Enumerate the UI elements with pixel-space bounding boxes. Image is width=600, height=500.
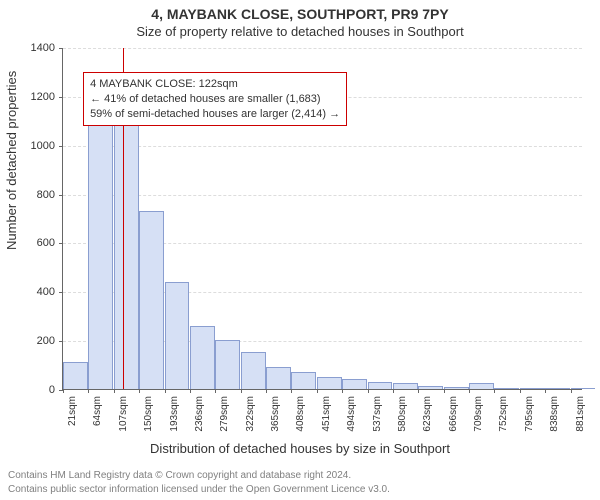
footer-attribution: Contains HM Land Registry data © Crown c… [8, 469, 390, 496]
histogram-bar [571, 388, 596, 389]
xtick-mark [266, 389, 267, 393]
xtick-mark [241, 389, 242, 393]
xtick-mark [545, 389, 546, 393]
annotation-line: 59% of semi-detached houses are larger (… [90, 107, 340, 122]
xtick-label: 580sqm [397, 396, 408, 440]
histogram-bar [241, 352, 266, 389]
ytick-label: 1200 [15, 91, 55, 103]
ytick-label: 600 [15, 237, 55, 249]
histogram-bar [266, 367, 291, 389]
xtick-label: 881sqm [575, 396, 586, 440]
xtick-mark [317, 389, 318, 393]
xtick-label: 537sqm [372, 396, 383, 440]
xtick-label: 752sqm [498, 396, 509, 440]
histogram-bar [520, 388, 545, 389]
xtick-label: 408sqm [295, 396, 306, 440]
xtick-mark [215, 389, 216, 393]
xtick-label: 322sqm [245, 396, 256, 440]
xtick-mark [114, 389, 115, 393]
histogram-bar [190, 326, 215, 390]
ytick-label: 400 [15, 286, 55, 298]
footer-line-1: Contains HM Land Registry data © Crown c… [8, 469, 390, 483]
xtick-mark [520, 389, 521, 393]
ytick-mark [59, 341, 63, 342]
histogram-bar [444, 387, 469, 389]
xtick-label: 64sqm [92, 396, 103, 440]
xtick-mark [368, 389, 369, 393]
ytick-mark [59, 195, 63, 196]
gridline [63, 48, 582, 49]
histogram-bar [165, 282, 190, 389]
histogram-bar [88, 106, 113, 389]
histogram-bar [368, 382, 393, 389]
histogram-bar [63, 362, 88, 389]
xtick-label: 279sqm [219, 396, 230, 440]
histogram-bar [215, 340, 240, 389]
ytick-label: 800 [15, 189, 55, 201]
histogram-bar [469, 383, 494, 389]
histogram-bar [291, 372, 316, 389]
xtick-label: 150sqm [143, 396, 154, 440]
xtick-label: 838sqm [549, 396, 560, 440]
ytick-mark [59, 97, 63, 98]
xtick-label: 107sqm [118, 396, 129, 440]
xtick-mark [444, 389, 445, 393]
xtick-mark [469, 389, 470, 393]
ytick-mark [59, 146, 63, 147]
histogram-bar [545, 388, 570, 389]
ytick-mark [59, 243, 63, 244]
footer-line-2: Contains public sector information licen… [8, 483, 390, 497]
xtick-mark [418, 389, 419, 393]
xtick-label: 795sqm [524, 396, 535, 440]
ytick-label: 1400 [15, 42, 55, 54]
xtick-label: 709sqm [473, 396, 484, 440]
xtick-label: 21sqm [67, 396, 78, 440]
histogram-bar [418, 386, 443, 389]
xtick-mark [190, 389, 191, 393]
xtick-mark [63, 389, 64, 393]
histogram-bar [139, 211, 164, 389]
chart-subtitle: Size of property relative to detached ho… [0, 24, 600, 39]
ytick-mark [59, 292, 63, 293]
annotation-box: 4 MAYBANK CLOSE: 122sqm← 41% of detached… [83, 72, 347, 127]
xtick-mark [342, 389, 343, 393]
histogram-bar [342, 379, 367, 389]
x-axis-label: Distribution of detached houses by size … [0, 441, 600, 456]
histogram-bar [114, 106, 139, 389]
xtick-mark [291, 389, 292, 393]
xtick-label: 494sqm [346, 396, 357, 440]
histogram-bar [494, 388, 519, 389]
ytick-mark [59, 48, 63, 49]
xtick-label: 623sqm [422, 396, 433, 440]
xtick-label: 365sqm [270, 396, 281, 440]
xtick-label: 451sqm [321, 396, 332, 440]
annotation-line: 4 MAYBANK CLOSE: 122sqm [90, 77, 340, 92]
xtick-mark [88, 389, 89, 393]
xtick-mark [494, 389, 495, 393]
xtick-label: 193sqm [169, 396, 180, 440]
annotation-line: ← 41% of detached houses are smaller (1,… [90, 92, 340, 107]
chart-container: 4, MAYBANK CLOSE, SOUTHPORT, PR9 7PY Siz… [0, 0, 600, 500]
ytick-label: 0 [15, 384, 55, 396]
xtick-mark [165, 389, 166, 393]
xtick-mark [139, 389, 140, 393]
gridline [63, 195, 582, 196]
xtick-label: 666sqm [448, 396, 459, 440]
page-title: 4, MAYBANK CLOSE, SOUTHPORT, PR9 7PY [0, 6, 600, 22]
histogram-bar [393, 383, 418, 389]
xtick-label: 236sqm [194, 396, 205, 440]
ytick-label: 1000 [15, 140, 55, 152]
xtick-mark [571, 389, 572, 393]
ytick-label: 200 [15, 335, 55, 347]
gridline [63, 146, 582, 147]
plot-area: 020040060080010001200140021sqm64sqm107sq… [62, 48, 582, 390]
histogram-bar [317, 377, 342, 389]
xtick-mark [393, 389, 394, 393]
